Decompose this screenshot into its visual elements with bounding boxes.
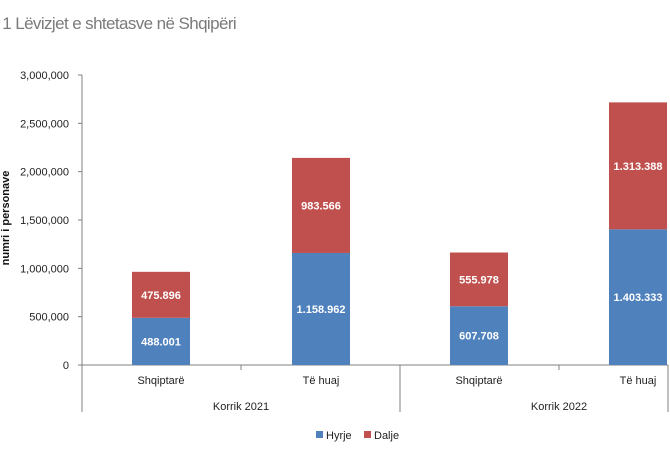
- legend-label: Hyrje: [326, 430, 352, 442]
- y-axis-label: numri i personave: [0, 171, 12, 266]
- x-category-label: Shqiptarë: [455, 375, 502, 387]
- y-tick-label: 1,000,000: [20, 263, 69, 275]
- data-labels: 488.001 1.158.962 607.708 1.403.333 475.896 9…: [141, 161, 662, 349]
- bar-hyrje-2: [450, 306, 508, 365]
- axes: 0 500,000 1,000,000 1,500,000 2,000,000 2,500…: [20, 70, 669, 413]
- bar-hyrje-0: [132, 317, 190, 365]
- data-label: 475.896: [141, 290, 181, 302]
- y-tick-label: 0: [63, 360, 69, 372]
- bar-dalje-0: [132, 271, 190, 318]
- data-label: 488.001: [141, 336, 181, 348]
- legend-label: Dalje: [374, 430, 399, 442]
- data-label: 1.158.962: [297, 304, 346, 316]
- data-label: 983.566: [301, 200, 341, 212]
- bar-dalje-3: [609, 102, 667, 230]
- y-tick-label: 2,000,000: [20, 167, 69, 179]
- y-tick-label: 3,000,000: [20, 70, 69, 82]
- bar-dalje-2: [450, 252, 508, 307]
- bar-hyrje-3: [609, 229, 667, 365]
- x-category-label: Shqiptarë: [137, 375, 184, 387]
- data-label: 1.313.388: [614, 161, 663, 173]
- bar-hyrje-1: [292, 252, 350, 365]
- chart-title: . 1 Lëvizjet e shtetasve në Shqipëri: [0, 14, 237, 33]
- data-label: 1.403.333: [614, 292, 663, 304]
- y-tick-label: 1,500,000: [20, 215, 69, 227]
- bars: [132, 102, 667, 365]
- legend-swatch-dalje: [364, 431, 371, 438]
- y-tick-label: 500,000: [29, 312, 69, 324]
- y-tick-label: 2,500,000: [20, 118, 69, 130]
- x-category-label: Të huaj: [303, 375, 340, 387]
- x-group-label: Korrik 2022: [531, 401, 587, 413]
- data-label: 607.708: [459, 331, 499, 343]
- x-group-label: Korrik 2021: [213, 401, 269, 413]
- legend-swatch-hyrje: [316, 431, 323, 438]
- x-category-label: Të huaj: [620, 375, 657, 387]
- bar-dalje-1: [292, 157, 350, 253]
- data-label: 555.978: [459, 274, 499, 286]
- legend: Hyrje Dalje: [316, 430, 399, 442]
